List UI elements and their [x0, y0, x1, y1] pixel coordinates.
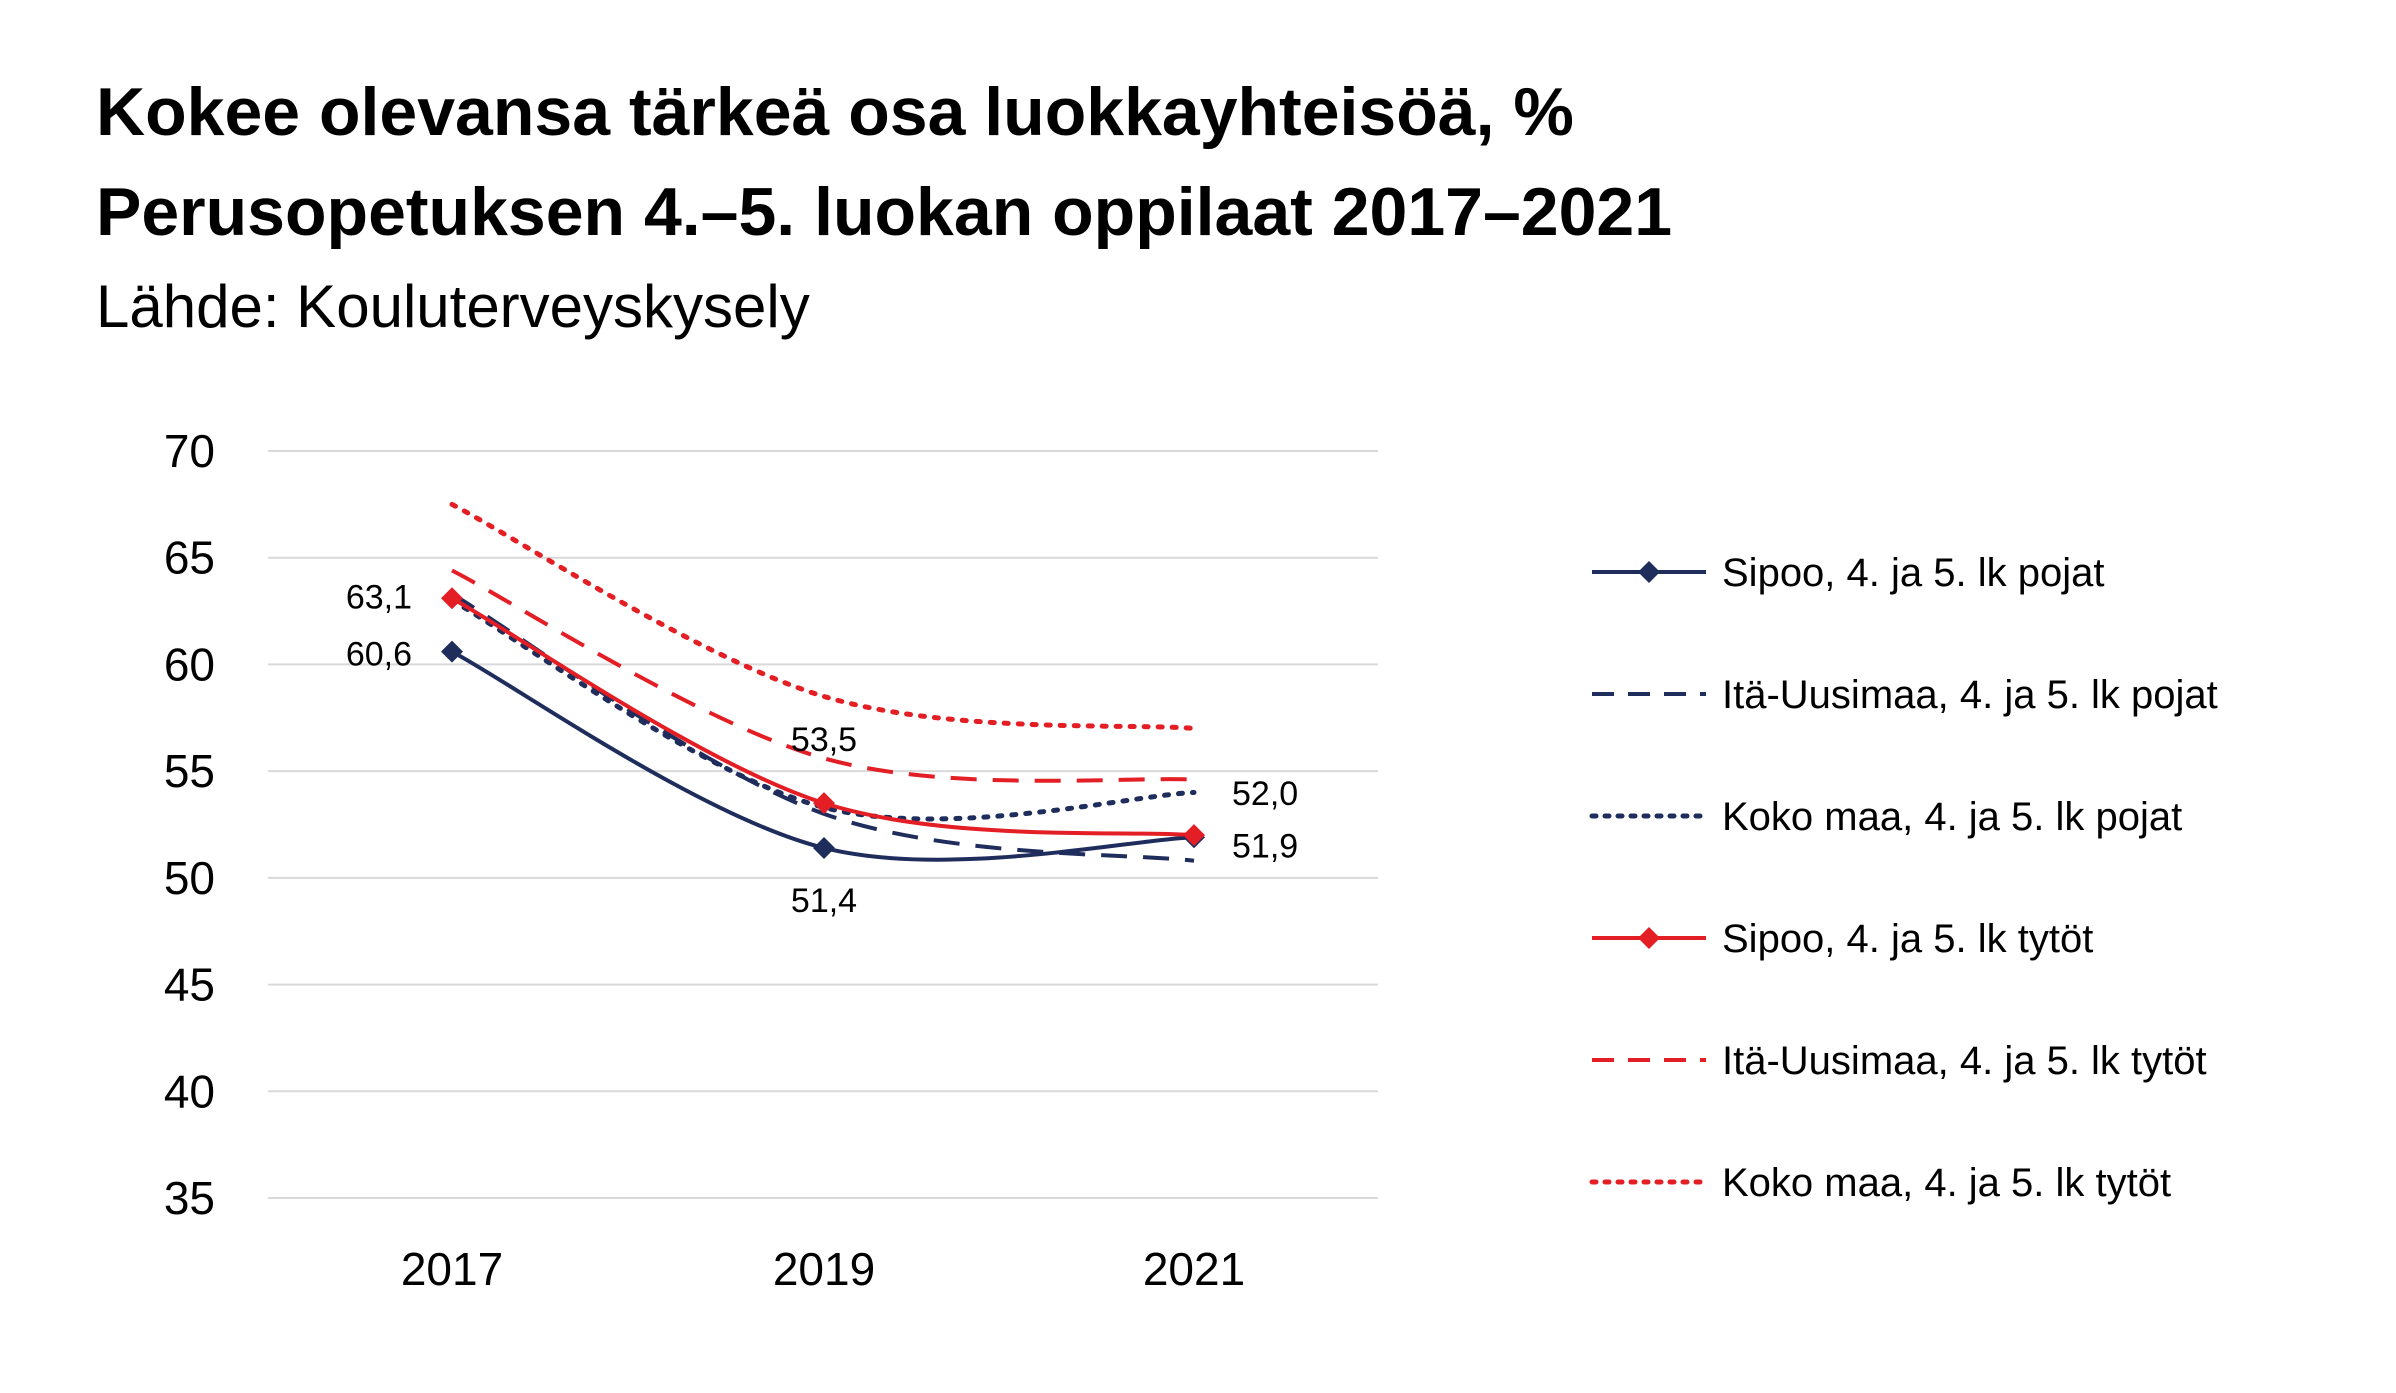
y-axis-ticks: 35 40 45 50 55 60 65 70 [164, 425, 215, 1224]
y-tick-label: 40 [164, 1065, 215, 1117]
legend-item-itä-uusimaa-4-ja-5-lk-pojat: Itä-Uusimaa, 4. ja 5. lk pojat [1592, 673, 2218, 717]
legend-item-itä-uusimaa-4-ja-5-lk-tytöt: Itä-Uusimaa, 4. ja 5. lk tytöt [1592, 1039, 2207, 1083]
y-tick-label: 70 [164, 425, 215, 477]
y-tick-label: 60 [164, 638, 215, 690]
legend-label: Koko maa, 4. ja 5. lk tytöt [1722, 1161, 2171, 1205]
y-tick-label: 45 [164, 959, 215, 1011]
chart-title: Kokee olevansa tärkeä osa luokkayhteisöä… [96, 74, 1574, 150]
data-label: 53,5 [791, 721, 857, 759]
series-line-itä-uusimaa-4-ja-5-lk-tytöt [451, 568, 1195, 783]
y-tick-label: 35 [164, 1172, 215, 1224]
legend-item-koko-maa-4-ja-5-lk-tytöt: Koko maa, 4. ja 5. lk tytöt [1589, 1161, 2171, 1205]
data-label: 51,4 [791, 882, 857, 920]
legend-item-sipoo-4-ja-5-lk-tytöt: Sipoo, 4. ja 5. lk tytöt [1592, 917, 2093, 961]
legend-marker [1638, 927, 1660, 949]
legend-label: Itä-Uusimaa, 4. ja 5. lk tytöt [1722, 1039, 2207, 1083]
data-label: 51,9 [1232, 827, 1298, 865]
legend-item-koko-maa-4-ja-5-lk-pojat: Koko maa, 4. ja 5. lk pojat [1589, 795, 2182, 839]
data-point-sipoo-4-ja-5-lk-pojat [441, 640, 463, 663]
data-label: 52,0 [1232, 775, 1298, 813]
legend-label: Sipoo, 4. ja 5. lk pojat [1722, 551, 2104, 595]
x-tick-label: 2021 [1143, 1243, 1245, 1295]
data-point-sipoo-4-ja-5-lk-pojat [813, 836, 835, 859]
series-markers [441, 587, 1205, 859]
chart-source: Lähde: Kouluterveyskysely [96, 273, 810, 340]
data-label: 60,6 [346, 636, 412, 674]
data-labels: 60,6 51,4 51,9 63,1 53,5 52,0 [346, 578, 1298, 920]
chart-subtitle: Perusopetuksen 4.–5. luokan oppilaat 201… [96, 174, 1673, 250]
data-point-sipoo-4-ja-5-lk-tytöt [1183, 824, 1205, 847]
data-point-sipoo-4-ja-5-lk-tytöt [813, 792, 835, 815]
legend-label: Sipoo, 4. ja 5. lk tytöt [1722, 917, 2093, 961]
data-label: 63,1 [346, 578, 412, 616]
legend-label: Koko maa, 4. ja 5. lk pojat [1722, 795, 2182, 839]
x-tick-label: 2019 [773, 1243, 875, 1295]
series-line-koko-maa-4-ja-5-lk-pojat [449, 597, 1197, 822]
x-axis-ticks: 2017 2019 2021 [401, 1243, 1245, 1295]
y-tick-label: 65 [164, 532, 215, 584]
y-tick-label: 50 [164, 852, 215, 904]
series-line-koko-maa-4-ja-5-lk-tytöt [449, 501, 1197, 731]
x-tick-label: 2017 [401, 1243, 503, 1295]
data-point-sipoo-4-ja-5-lk-tytöt [441, 587, 463, 610]
legend-item-sipoo-4-ja-5-lk-pojat: Sipoo, 4. ja 5. lk pojat [1592, 551, 2104, 595]
legend-label: Itä-Uusimaa, 4. ja 5. lk pojat [1722, 673, 2218, 717]
legend-marker [1638, 561, 1660, 583]
grid-lines [268, 450, 1378, 1199]
title-block: Kokee olevansa tärkeä osa luokkayhteisöä… [96, 62, 1672, 352]
y-tick-label: 55 [164, 745, 215, 797]
legend: Sipoo, 4. ja 5. lk pojat Itä-Uusimaa, 4. … [1589, 551, 2218, 1205]
